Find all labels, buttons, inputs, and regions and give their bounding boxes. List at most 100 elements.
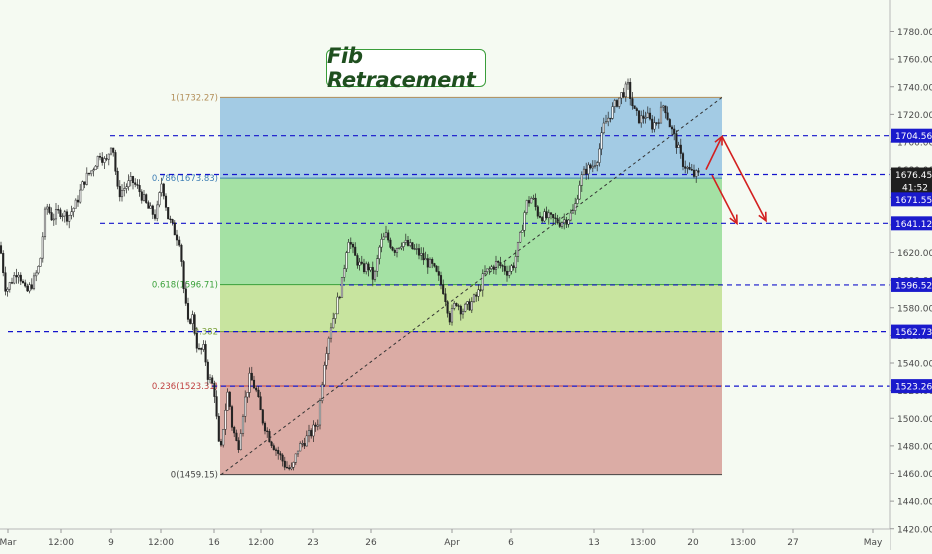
candle-down xyxy=(527,200,531,204)
candle-up xyxy=(567,219,570,225)
x-tick-label: 6 xyxy=(508,538,514,548)
candle-down xyxy=(211,377,214,384)
price-tags: 1676.45 41:52 1671.55 xyxy=(891,167,932,207)
candle-up xyxy=(532,197,535,200)
candle-up xyxy=(453,303,456,309)
candle-down xyxy=(538,215,542,218)
y-tick-label: 1760.00 xyxy=(897,56,932,66)
candle-up xyxy=(318,400,322,426)
candle-up xyxy=(345,252,348,269)
fib-retracement-zones: 1(1732.27) 0.786(1673.83) 0.618(1596.71) 0.… xyxy=(152,93,722,481)
candle-down xyxy=(558,222,561,227)
candle-up xyxy=(686,167,689,169)
y-tick-label: 1420.00 xyxy=(897,525,932,535)
candle-up xyxy=(494,260,498,270)
candle-up xyxy=(325,353,328,366)
candle-up xyxy=(70,211,73,216)
candle-up xyxy=(156,204,159,219)
candle-up xyxy=(521,229,524,233)
candle-down xyxy=(136,184,139,186)
candle-down xyxy=(98,155,102,158)
candle-down xyxy=(255,387,258,391)
candle-down xyxy=(197,348,201,350)
candle-up xyxy=(63,211,66,217)
x-tick-label: 12:00 xyxy=(148,538,174,548)
candle-down xyxy=(657,122,660,124)
candle-down xyxy=(457,305,460,307)
candle-down xyxy=(266,430,269,432)
candle-up xyxy=(46,206,49,210)
candle-down xyxy=(444,293,447,302)
candle-down xyxy=(690,169,693,171)
x-tick-label: 13:00 xyxy=(630,538,656,548)
candle-up xyxy=(402,242,405,247)
price-axis-bg xyxy=(890,0,932,550)
candle-down xyxy=(637,110,641,124)
candle-up xyxy=(94,165,97,170)
candle-up xyxy=(6,288,9,292)
candle-down xyxy=(283,460,286,468)
candle-up xyxy=(343,268,346,278)
candle-up xyxy=(340,277,344,298)
candle-down xyxy=(21,280,25,283)
candle-down xyxy=(15,275,18,278)
y-tick-label: 1580.00 xyxy=(897,304,932,314)
candle-up xyxy=(510,265,513,272)
candle-down xyxy=(213,383,216,397)
candle-up xyxy=(32,275,36,289)
candle-down xyxy=(112,147,115,153)
candle-up xyxy=(514,256,517,268)
arrow-shaft xyxy=(721,136,767,222)
candle-down xyxy=(367,263,370,271)
candle-up xyxy=(74,199,77,209)
candle-down xyxy=(314,424,317,427)
candle-up xyxy=(72,207,75,213)
candle-down xyxy=(554,217,557,219)
candle-up xyxy=(125,186,128,189)
candle-up xyxy=(404,240,407,243)
candle-up xyxy=(28,284,31,292)
candle-down xyxy=(274,449,278,451)
candle-down xyxy=(433,263,436,267)
candle-down xyxy=(145,194,148,203)
candle-down xyxy=(635,108,638,111)
candle-up xyxy=(79,189,82,203)
candle-up xyxy=(472,294,476,302)
candle-down xyxy=(431,258,434,264)
candle-up xyxy=(466,301,469,305)
fib-label-0.236: 0.236(1523.31) xyxy=(152,382,218,392)
projection-arrows xyxy=(705,134,767,226)
candle-up xyxy=(560,222,564,227)
candle-down xyxy=(541,217,544,222)
candle-down xyxy=(138,185,141,193)
candle-down xyxy=(589,164,592,169)
candle-down xyxy=(50,212,53,221)
candle-up xyxy=(409,242,412,246)
y-tick-label: 1480.00 xyxy=(897,442,932,452)
candle-down xyxy=(455,303,458,306)
arrow-shaft xyxy=(705,136,723,170)
candle-up xyxy=(380,238,383,248)
candle-up xyxy=(578,185,581,200)
candle-up xyxy=(591,165,594,169)
candle-up xyxy=(321,384,324,401)
candle-up xyxy=(244,396,247,417)
candle-up xyxy=(158,192,161,206)
candle-up xyxy=(292,462,295,468)
candle-up xyxy=(123,188,126,191)
candle-up xyxy=(569,212,572,221)
candle-up xyxy=(602,122,605,134)
candle-up xyxy=(307,430,311,437)
x-tick-label: 23 xyxy=(307,538,318,548)
candle-up xyxy=(61,215,64,218)
candle-up xyxy=(477,289,480,297)
candle-up xyxy=(149,205,152,209)
candle-up xyxy=(334,313,337,319)
candlesticks xyxy=(0,78,700,471)
candle-up xyxy=(301,443,304,445)
candle-down xyxy=(668,119,671,128)
candle-down xyxy=(252,379,256,389)
candle-down xyxy=(354,246,357,256)
candle-up xyxy=(461,311,465,315)
candle-up xyxy=(395,248,399,253)
